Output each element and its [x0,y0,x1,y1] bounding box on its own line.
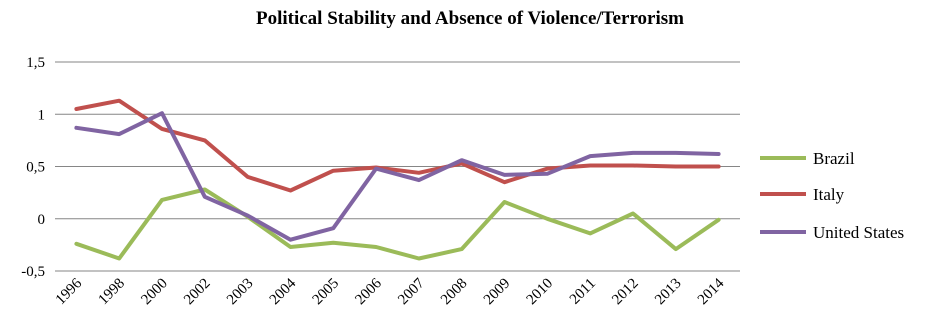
x-tick-label: 2008 [438,276,471,309]
x-tick-label: 2006 [352,275,385,308]
series-line-brazil [74,187,721,261]
series-lines [74,98,721,261]
y-axis-tick-labels: -0,5 0 0,5 1 1,5 [21,55,45,280]
x-tick-label: 2011 [567,276,599,308]
legend-label: United States [813,223,904,242]
legend: Brazil Italy United States [760,149,904,242]
y-tick-label: 0,5 [26,160,45,176]
x-tick-label: 2004 [267,275,300,308]
x-tick-label: 1998 [96,276,129,309]
legend-label: Brazil [813,149,855,168]
x-tick-label: 2000 [138,276,171,309]
x-tick-label: 2007 [395,275,428,308]
x-tick-label: 2012 [609,276,642,309]
x-tick-label: 2014 [695,275,728,308]
x-axis-tick-labels: 1996 1998 2000 2002 2003 2004 2005 2006 2007 2008… [53,275,728,308]
x-tick-label: 2003 [224,276,257,309]
y-tick-label: 0 [38,212,46,228]
series-line-italy [74,98,721,193]
x-tick-label: 1996 [53,275,86,308]
y-tick-label: 1 [38,107,46,123]
chart-title: Political Stability and Absence of Viole… [255,8,684,29]
x-tick-label: 2005 [310,276,343,309]
series-line-united-states [74,111,721,242]
legend-label: Italy [813,185,845,204]
x-tick-label: 2002 [181,276,214,309]
x-tick-label: 2010 [524,276,557,309]
y-tick-label: 1,5 [26,55,45,71]
x-tick-label: 2009 [481,276,514,309]
y-tick-label: -0,5 [21,264,45,280]
x-tick-label: 2013 [652,276,685,309]
